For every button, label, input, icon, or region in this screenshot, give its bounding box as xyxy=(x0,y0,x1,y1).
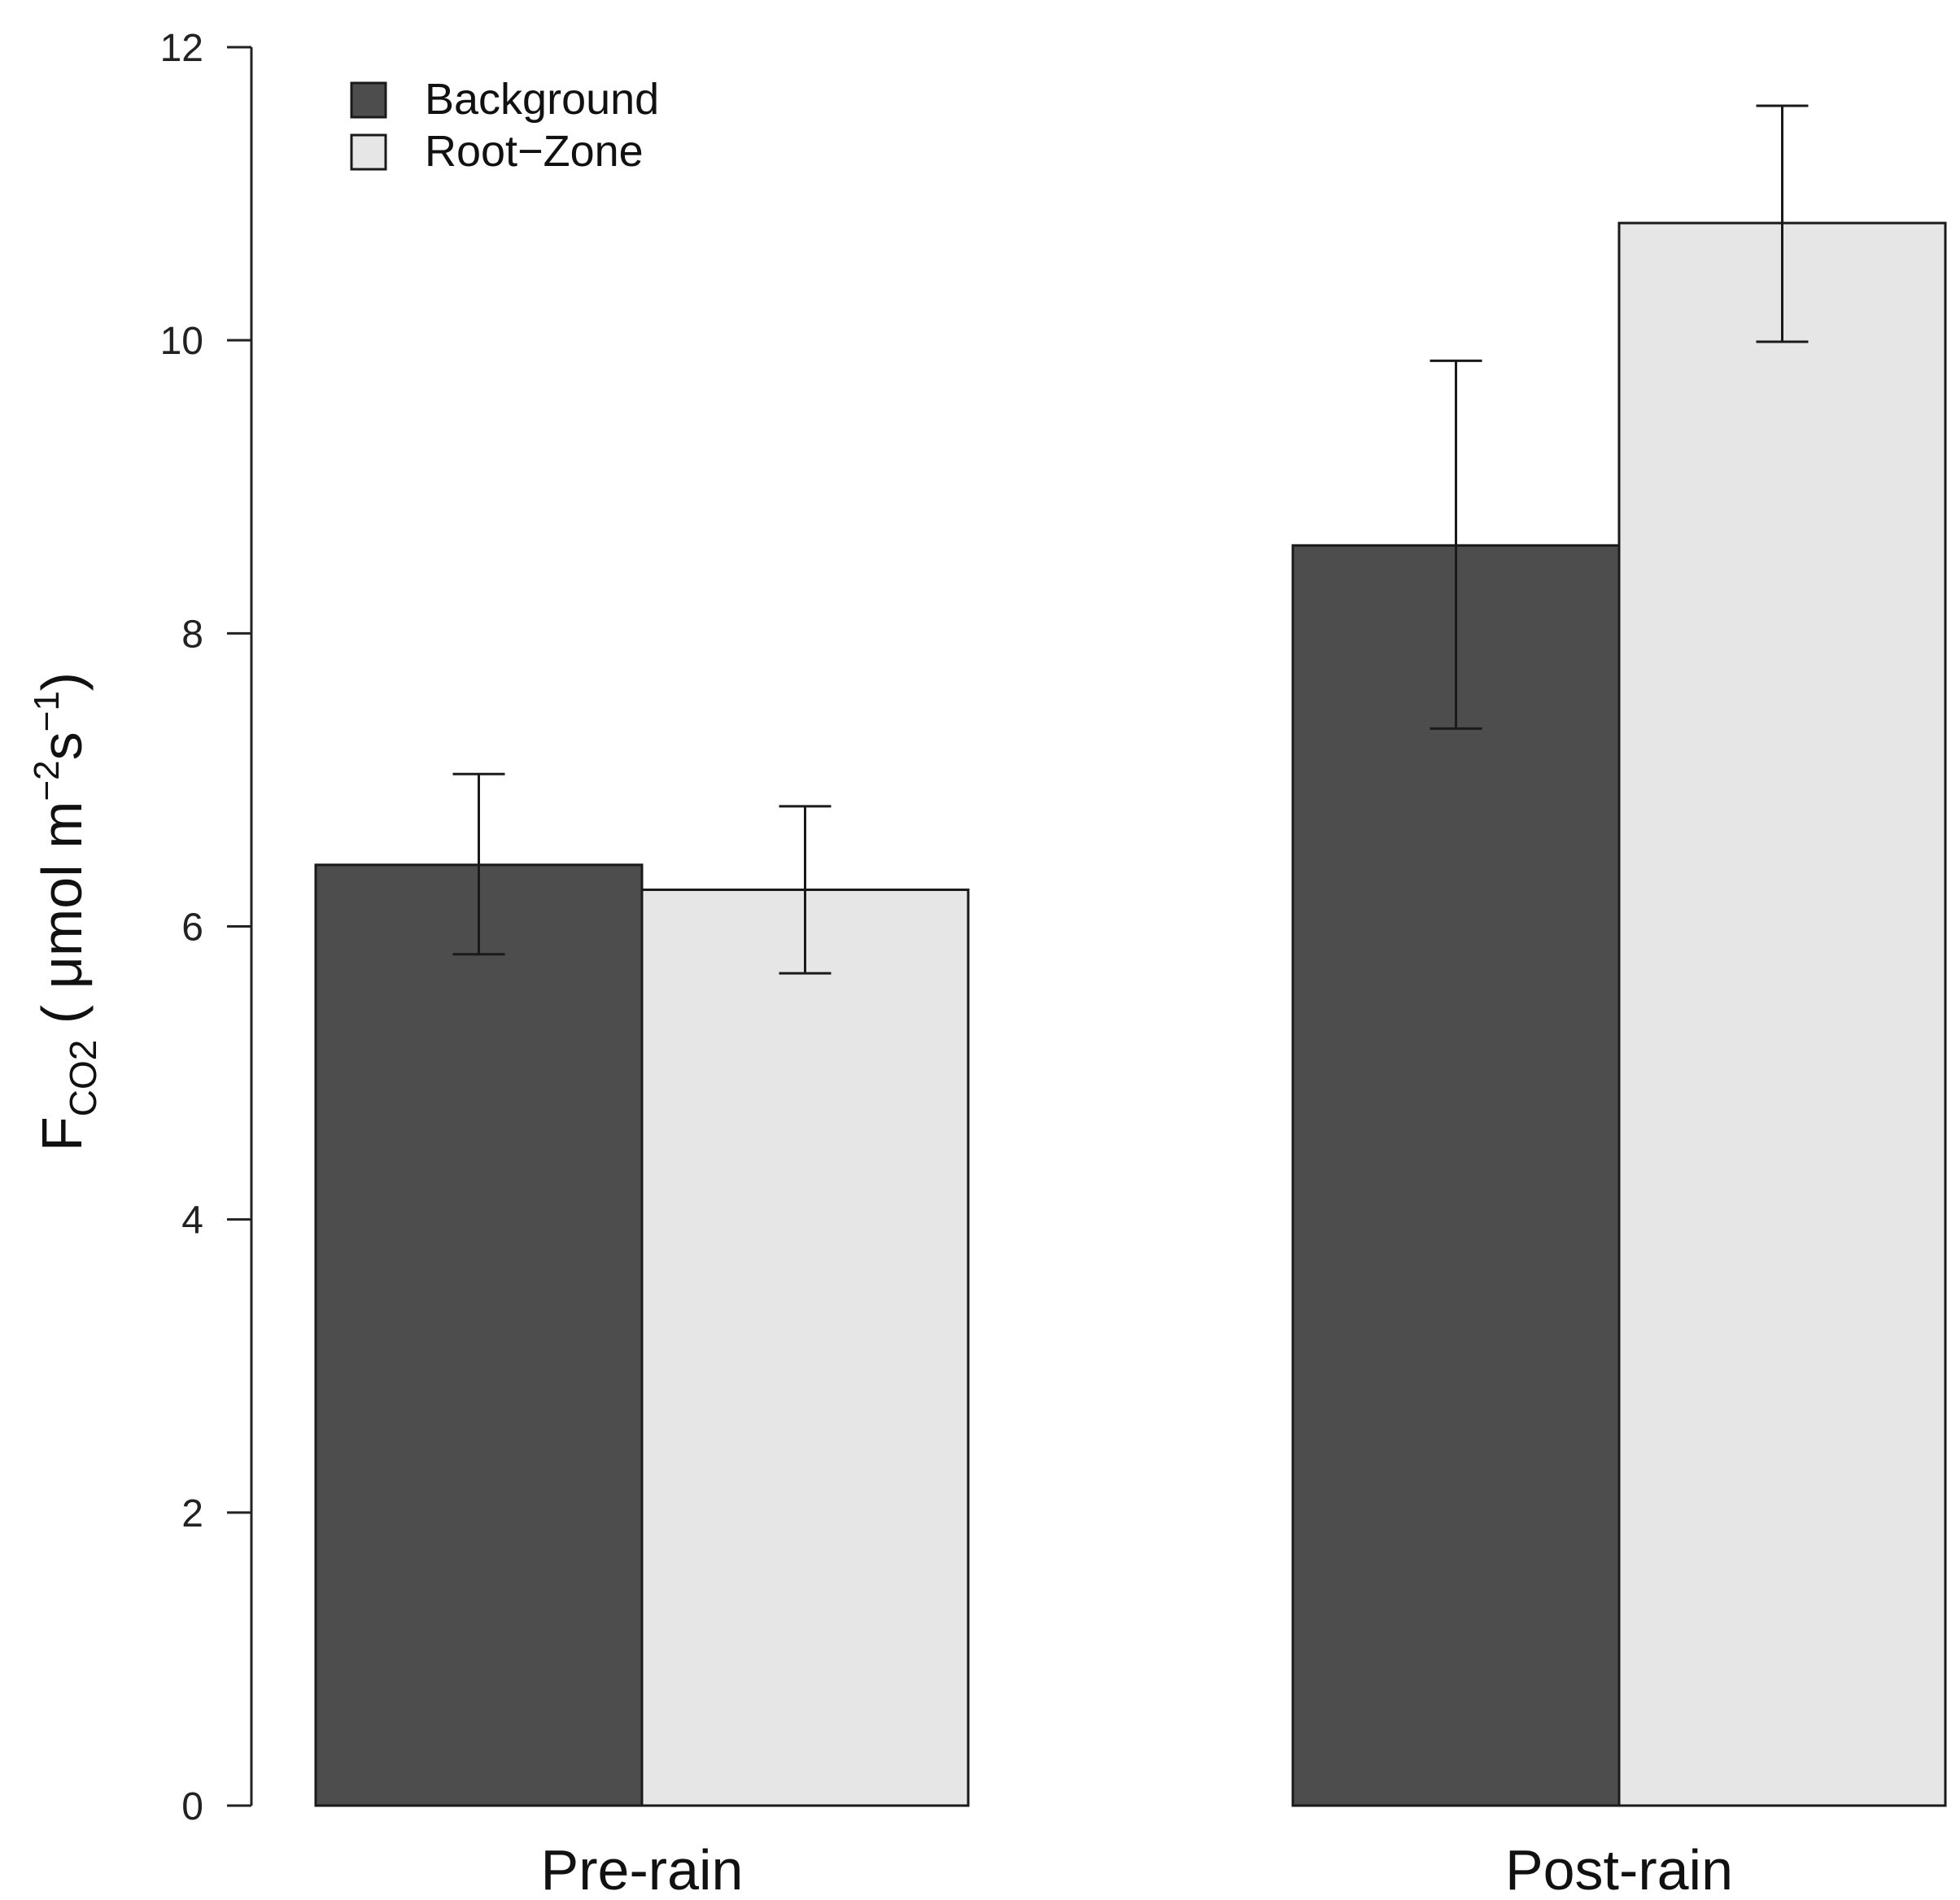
y-tick-label: 12 xyxy=(160,27,203,70)
y-tick-label: 8 xyxy=(181,613,203,656)
y-label-units-open: ( μmol m xyxy=(30,801,94,1040)
y-tick-label: 0 xyxy=(181,1785,203,1828)
legend-swatch xyxy=(350,81,387,119)
y-tick-label: 2 xyxy=(181,1492,203,1535)
category-labels: Pre-rain Post-rain xyxy=(541,1838,1734,1900)
legend-label: Root−Zone xyxy=(425,127,644,176)
bar-root-zone-post-rain xyxy=(1617,221,1947,1807)
y-tick-label: 10 xyxy=(160,320,203,363)
y-label-main: F xyxy=(30,1116,94,1151)
bars xyxy=(314,221,1947,1807)
y-label-exponent-2: −1 xyxy=(27,691,67,732)
y-tick-label: 6 xyxy=(181,906,203,950)
y-label-subscript: CO2 xyxy=(62,1040,104,1117)
bar-background-post-rain xyxy=(1291,544,1621,1807)
y-label-units-close: ) xyxy=(30,672,94,691)
error-bars xyxy=(452,104,1809,975)
y-label-exponent-1: −2 xyxy=(27,760,67,801)
x-category-label: Pre-rain xyxy=(541,1838,744,1900)
bar-root-zone-pre-rain xyxy=(640,888,970,1807)
legend-label: Background xyxy=(425,75,659,124)
bar-background-pre-rain xyxy=(314,863,644,1807)
x-category-label: Post-rain xyxy=(1505,1838,1733,1900)
legend-swatch xyxy=(350,133,387,171)
y-axis: 0 2 4 6 8 10 12 xyxy=(160,27,253,1828)
y-tick-label: 4 xyxy=(181,1199,203,1243)
y-axis-label: FCO2 ( μmol m−2s−1) xyxy=(27,672,104,1151)
y-label-units-mid: s xyxy=(30,732,94,760)
